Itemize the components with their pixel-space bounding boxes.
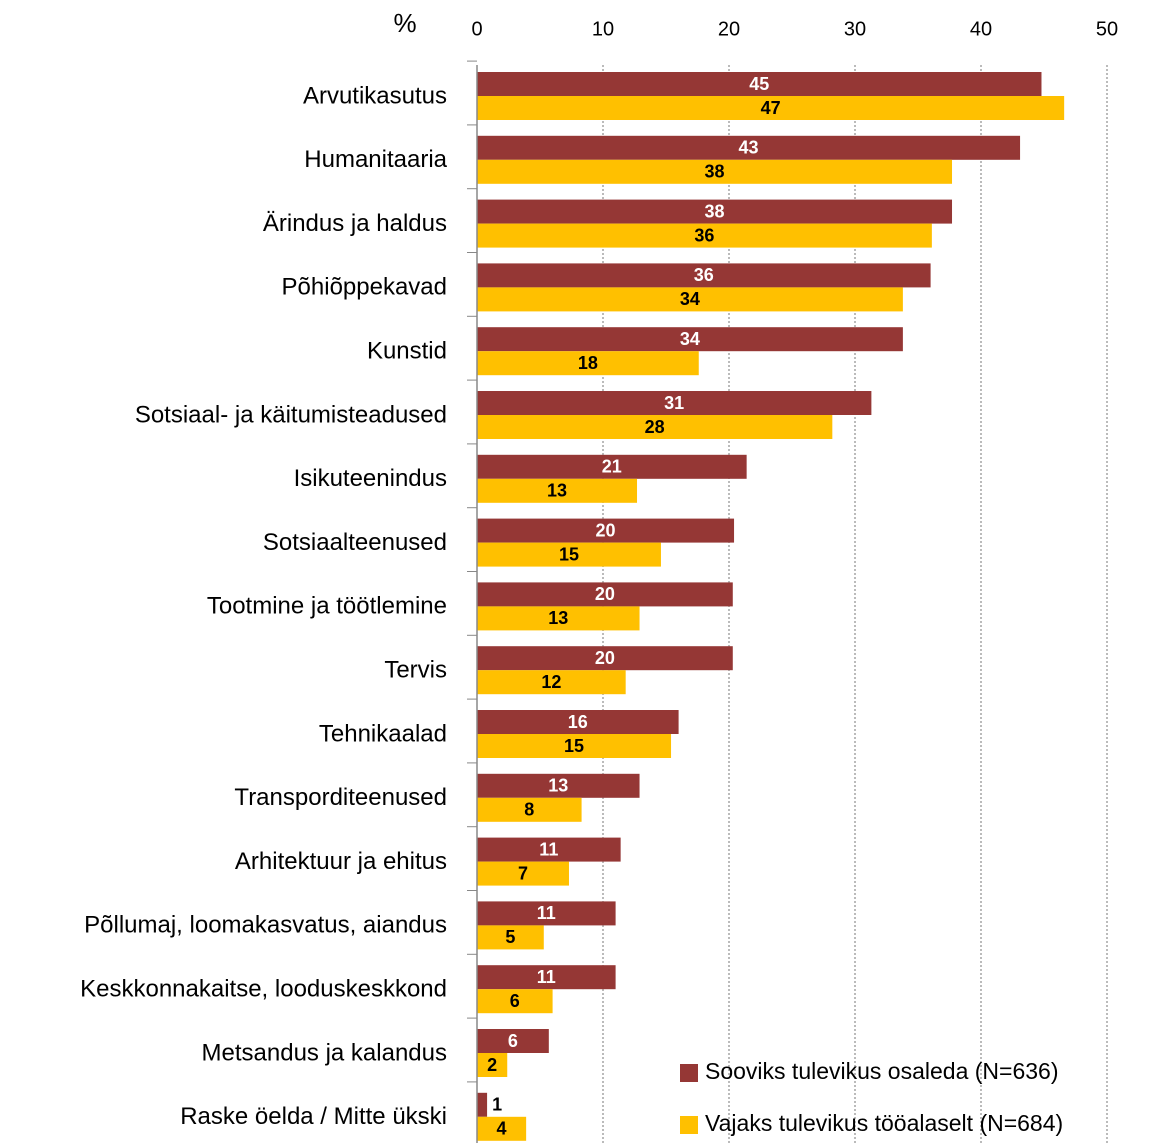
bar [477,159,953,184]
bar [477,582,733,607]
bar [477,199,953,224]
bar [477,327,903,352]
category-label: Sotsiaalteenused [263,529,447,556]
data-label: 13 [548,608,568,628]
data-label: 28 [645,417,665,437]
bar [477,1053,508,1077]
data-label: 43 [739,138,759,158]
data-label: 2 [487,1055,497,1075]
bar [477,606,640,631]
legend-swatch [680,1116,698,1134]
data-label: 38 [704,162,724,182]
category-label: Ärindus ja haldus [263,210,447,237]
bar [477,223,932,248]
bar [477,901,616,926]
category-label: Sotsiaal- ja käitumisteadused [135,401,447,428]
data-label: 8 [524,800,534,820]
bar [477,1092,488,1117]
x-tick-label: 20 [718,18,740,40]
data-label: 45 [749,74,769,94]
data-label: 11 [539,839,558,859]
category-label: Arhitektuur ja ehitus [235,848,447,875]
data-label: 12 [541,672,561,692]
data-label: 36 [694,265,714,285]
bar [477,351,699,376]
bar [477,989,553,1014]
data-label: 20 [596,520,616,540]
x-tick-label: 50 [1096,18,1118,40]
data-label: 36 [694,225,714,245]
legend-label: Vajaks tulevikus tööalaselt (N=684) [705,1110,1063,1136]
category-label: Põllumaj, loomakasvatus, aiandus [84,912,447,939]
data-label: 15 [559,544,579,564]
bar [477,646,733,671]
data-label: 21 [602,457,622,477]
category-label: Isikuteenindus [294,465,447,492]
bar [477,72,1042,96]
data-label: 7 [518,863,528,883]
bar [477,135,1021,160]
bar [477,96,1065,120]
data-label: 31 [664,393,684,413]
category-label: Metsandus ja kalandus [202,1039,447,1066]
data-label: 5 [505,927,515,947]
bar [477,415,833,439]
bar [477,478,638,503]
category-label: Tehnikaalad [319,720,447,747]
bar [477,861,569,886]
data-label: 11 [537,967,556,987]
x-tick-label: 0 [471,18,482,40]
data-label: 20 [595,648,615,668]
data-label: 6 [510,991,520,1011]
bar [477,542,661,567]
data-label: 20 [595,584,615,604]
bar [477,391,872,415]
legend-label: Sooviks tulevikus osaleda (N=636) [705,1058,1059,1084]
category-label: Keskkonnakaitse, looduskeskkond [80,976,447,1003]
data-label: 34 [680,289,700,309]
category-label: Põhiõppekavad [282,274,447,301]
data-label: 47 [761,98,781,118]
category-label: Arvutikasutus [303,82,447,109]
data-label: 34 [680,329,700,349]
category-label: Humanitaaria [304,146,447,173]
data-label: 15 [564,736,584,756]
bar [477,287,903,312]
category-label: Tootmine ja töötlemine [207,593,447,620]
bar [477,837,621,862]
x-tick-label: 10 [592,18,614,40]
category-label: Tervis [384,657,447,684]
legend-swatch [680,1064,698,1082]
bar [477,925,544,950]
data-label: 38 [704,201,724,221]
bar [477,710,679,734]
data-label: 18 [578,353,598,373]
bar [477,965,616,990]
bar [477,734,672,758]
category-label: Raske öelda / Mitte ükski [180,1103,447,1130]
category-label: Kunstid [367,338,447,365]
axis-unit: % [393,8,416,38]
bar [477,670,626,695]
category-label: Transporditeenused [234,784,447,811]
bar [477,518,735,543]
x-tick-label: 40 [970,18,992,40]
data-label: 13 [547,481,567,501]
data-label: 6 [508,1031,518,1051]
data-label: 4 [497,1119,507,1139]
bar [477,263,931,288]
data-label: 11 [537,903,556,923]
bar [477,773,640,798]
data-label: 13 [548,776,568,796]
bar [477,797,582,822]
data-label: 16 [568,712,588,732]
data-label: 1 [492,1095,502,1115]
bar [477,1029,549,1053]
x-tick-label: 30 [844,18,866,40]
bar [477,454,747,479]
bar [477,1116,527,1141]
